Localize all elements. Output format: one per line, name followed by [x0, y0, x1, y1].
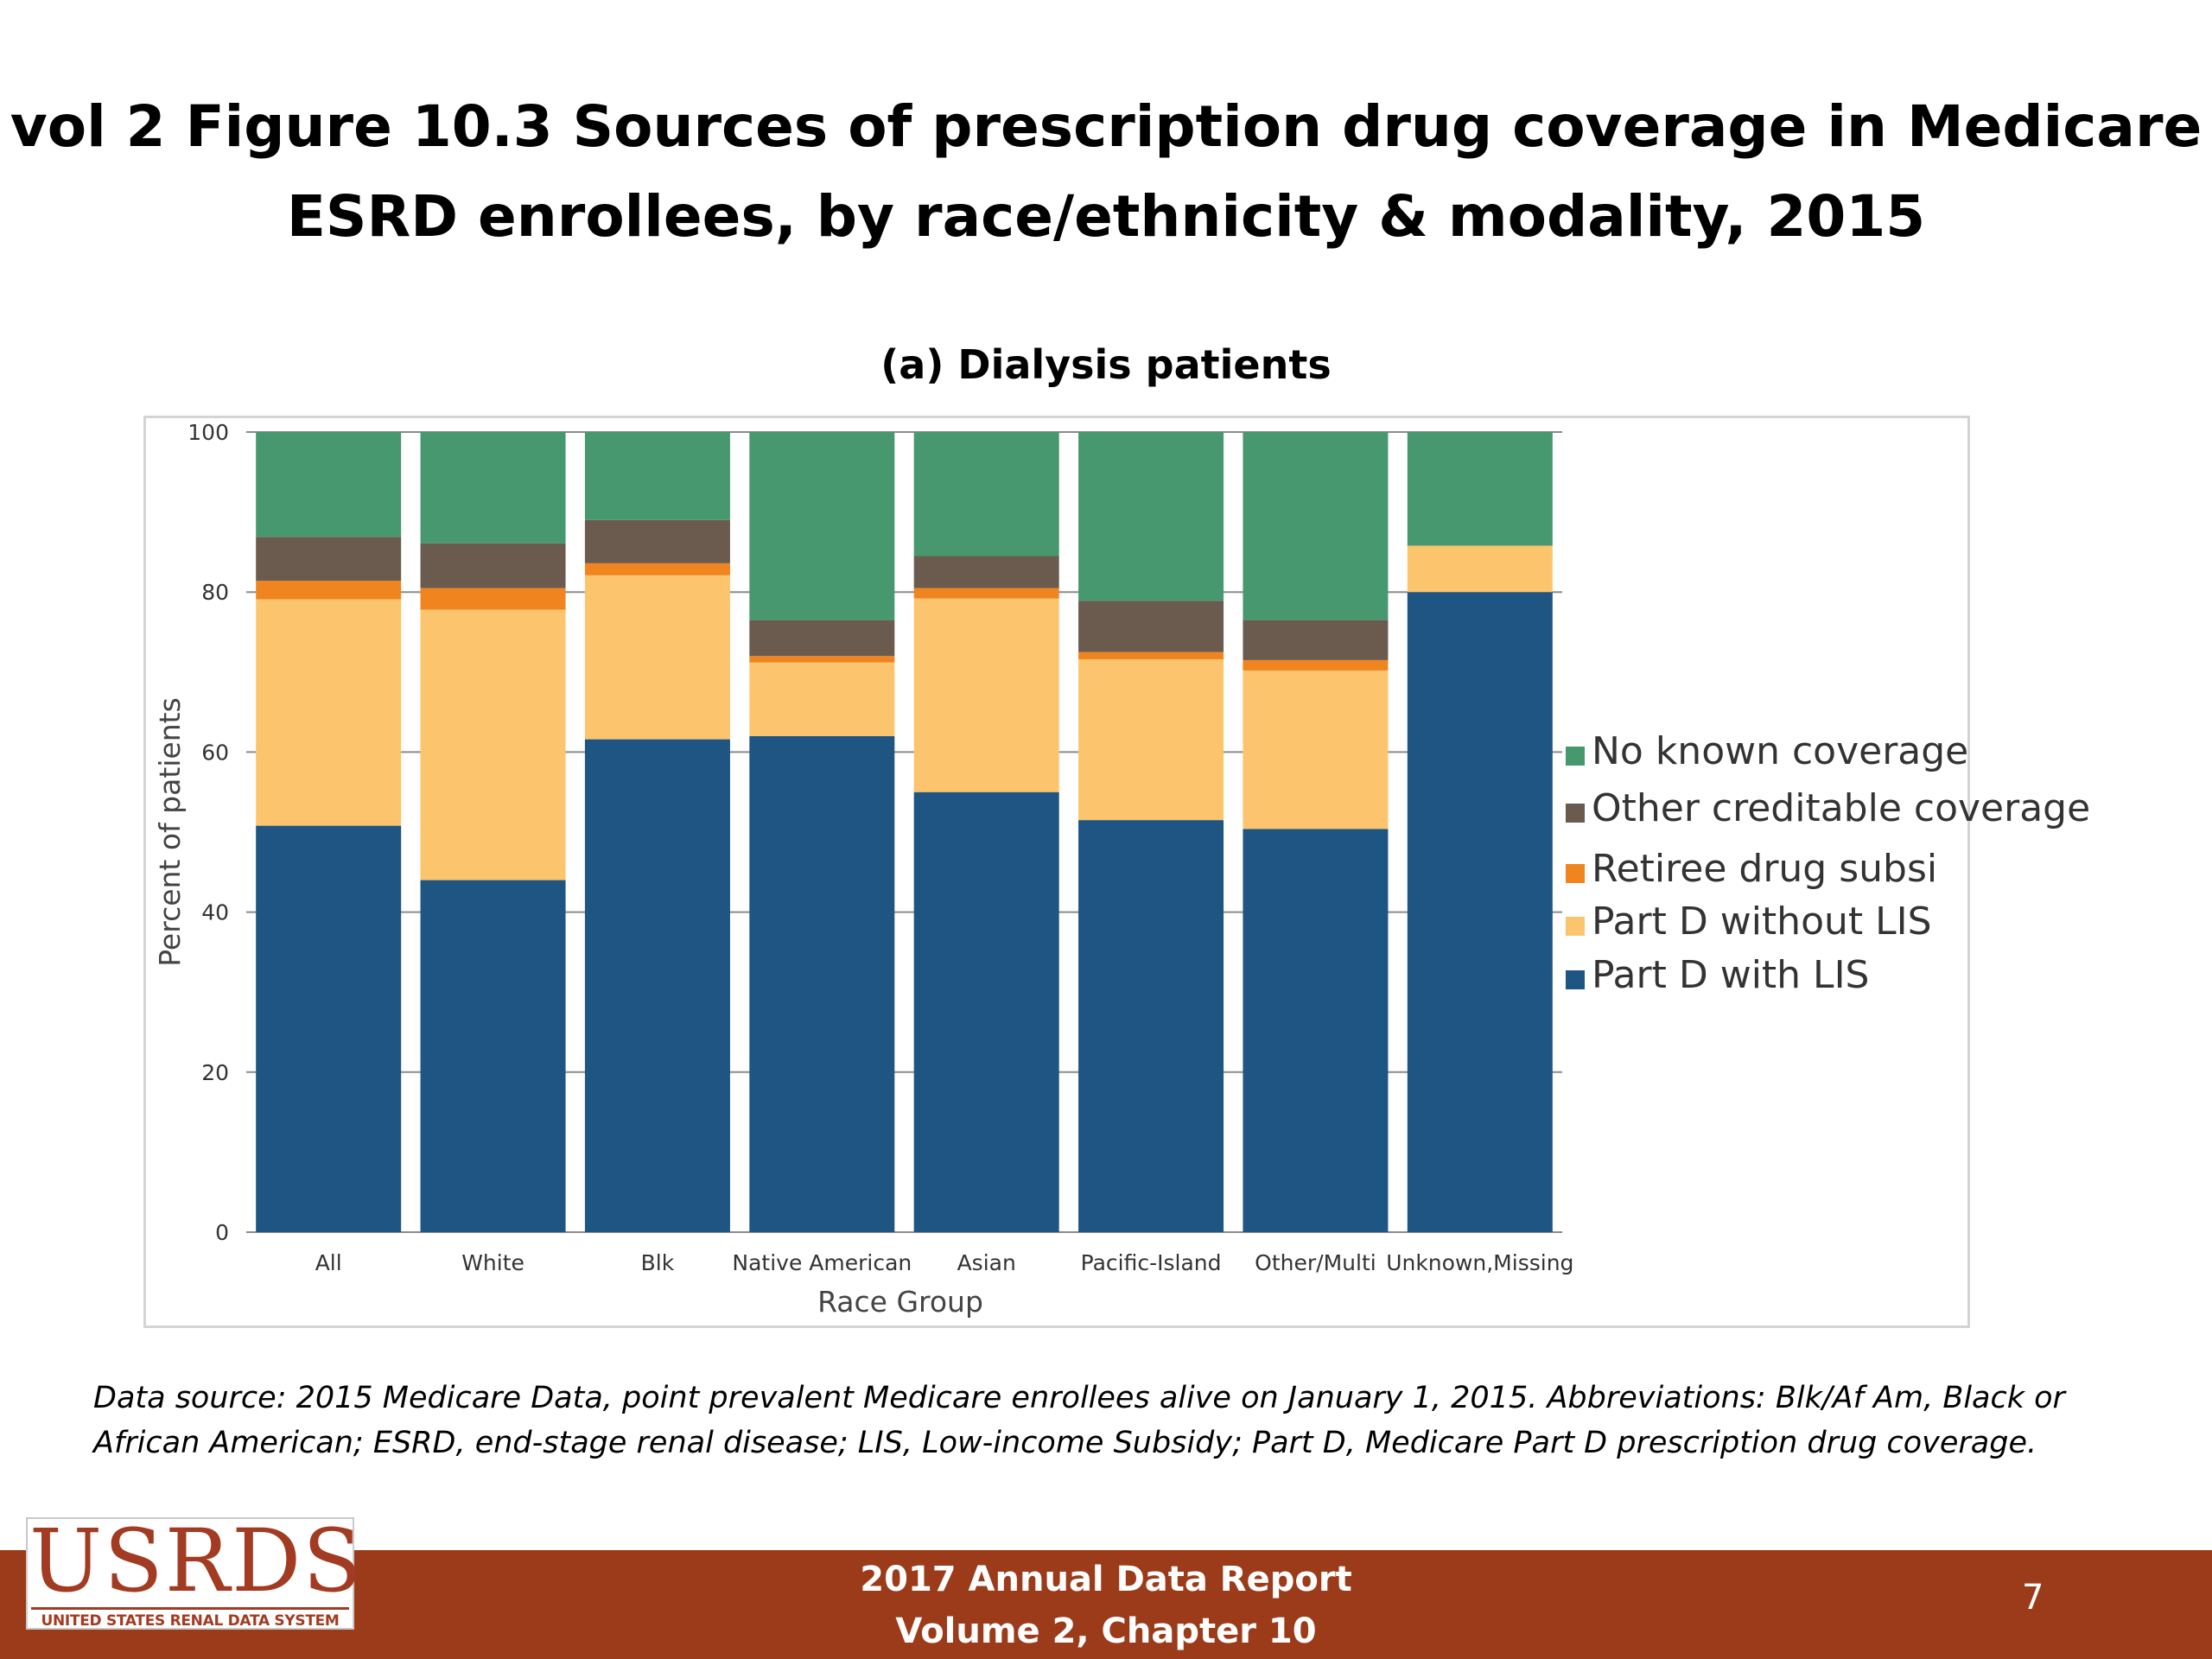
- bar-segment: [256, 599, 402, 826]
- legend-label: Other creditable coverage: [1592, 786, 2090, 830]
- x-tick-label: Unknown,Missing: [1386, 1250, 1573, 1275]
- footer-report-title: 2017 Annual Data Report: [860, 1560, 1352, 1599]
- x-tick-label: Native American: [732, 1250, 912, 1275]
- bar-segment: [913, 588, 1059, 599]
- y-tick-label: 40: [201, 900, 229, 925]
- legend-swatch: [1566, 970, 1585, 989]
- bar-segment: [749, 662, 895, 736]
- footer-text: 2017 Annual Data Report Volume 2, Chapte…: [0, 1550, 2212, 1657]
- bar-segment: [420, 880, 566, 1232]
- bar-segment: [913, 556, 1059, 588]
- logo-subtext: UNITED STATES RENAL DATA SYSTEM: [41, 1612, 340, 1630]
- y-tick-label: 80: [201, 580, 229, 605]
- bar-segment: [584, 739, 730, 1232]
- legend-label: Part D with LIS: [1592, 953, 1869, 997]
- chart-title: (a) Dialysis patients: [880, 341, 1332, 388]
- bar-segment: [749, 432, 895, 620]
- page-number: 7: [2022, 1578, 2044, 1618]
- bar-segment: [1243, 829, 1389, 1232]
- x-tick-label: White: [461, 1250, 524, 1275]
- legend-swatch: [1566, 747, 1585, 766]
- legend-label: Retiree drug subsi: [1592, 847, 1937, 891]
- bar-segment: [256, 825, 402, 1232]
- bar-segment: [584, 575, 730, 740]
- bar-segment: [584, 563, 730, 575]
- bar-segment: [1078, 432, 1224, 601]
- bar-segment: [913, 791, 1059, 1232]
- bar-segment: [1243, 659, 1389, 671]
- bar-segment: [1243, 620, 1389, 660]
- bar-segment: [913, 598, 1059, 792]
- bar-segment: [1407, 545, 1553, 593]
- bar-segment: [584, 432, 730, 520]
- legend-swatch: [1566, 917, 1585, 936]
- bar-segment: [1078, 820, 1224, 1232]
- bar-segment: [749, 656, 895, 663]
- y-tick-label: 100: [188, 420, 229, 445]
- bar-segment: [1243, 670, 1389, 830]
- bar-segment: [1078, 601, 1224, 652]
- bar-segment: [420, 432, 566, 543]
- data-source-footnote: Data source: 2015 Medicare Data, point p…: [93, 1381, 2065, 1460]
- bar-segment: [256, 581, 402, 600]
- slide-title: vol 2 Figure 10.3 Sources of prescriptio…: [0, 82, 2212, 262]
- bar-segment: [749, 735, 895, 1232]
- bar-segment: [420, 609, 566, 880]
- y-tick-label: 0: [215, 1220, 229, 1245]
- x-tick-label: Blk: [641, 1250, 675, 1275]
- y-tick-label: 60: [201, 740, 229, 765]
- bar-segment: [1407, 432, 1553, 546]
- bar-segment: [420, 543, 566, 588]
- legend-swatch: [1566, 804, 1585, 823]
- legend-label: No known coverage: [1592, 729, 1968, 773]
- logo-rule: [31, 1607, 349, 1610]
- slide-title-line-2: ESRD enrollees, by race/ethnicity & moda…: [286, 183, 1926, 250]
- y-axis-title: Percent of patients: [153, 697, 187, 967]
- footer-volume-chapter: Volume 2, Chapter 10: [895, 1611, 1317, 1651]
- bar-segment: [749, 620, 895, 657]
- usrds-logo: USRDS UNITED STATES RENAL DATA SYSTEM: [26, 1510, 364, 1630]
- bar-segment: [1243, 432, 1389, 620]
- legend-swatch: [1566, 864, 1585, 883]
- bar-segment: [584, 519, 730, 563]
- bar-segment: [256, 432, 402, 537]
- legend-label: Part D without LIS: [1592, 899, 1932, 944]
- bar-segment: [1407, 592, 1553, 1232]
- x-tick-label: Pacific-Island: [1081, 1250, 1222, 1275]
- footer-bar: [0, 1550, 2212, 1659]
- bar-segment: [420, 588, 566, 610]
- x-tick-label: Other/Multi: [1255, 1250, 1376, 1275]
- y-tick-label: 20: [201, 1060, 229, 1085]
- x-axis-title: Race Group: [817, 1285, 983, 1319]
- bar-segment: [1078, 658, 1224, 821]
- slide-title-line-1: vol 2 Figure 10.3 Sources of prescriptio…: [10, 93, 2202, 160]
- x-tick-label: Asian: [957, 1250, 1016, 1275]
- bar-segment: [256, 537, 402, 582]
- logo-wordmark: USRDS: [29, 1510, 364, 1611]
- x-tick-label: All: [315, 1250, 342, 1275]
- bar-segment: [913, 432, 1059, 556]
- bar-segment: [1078, 652, 1224, 659]
